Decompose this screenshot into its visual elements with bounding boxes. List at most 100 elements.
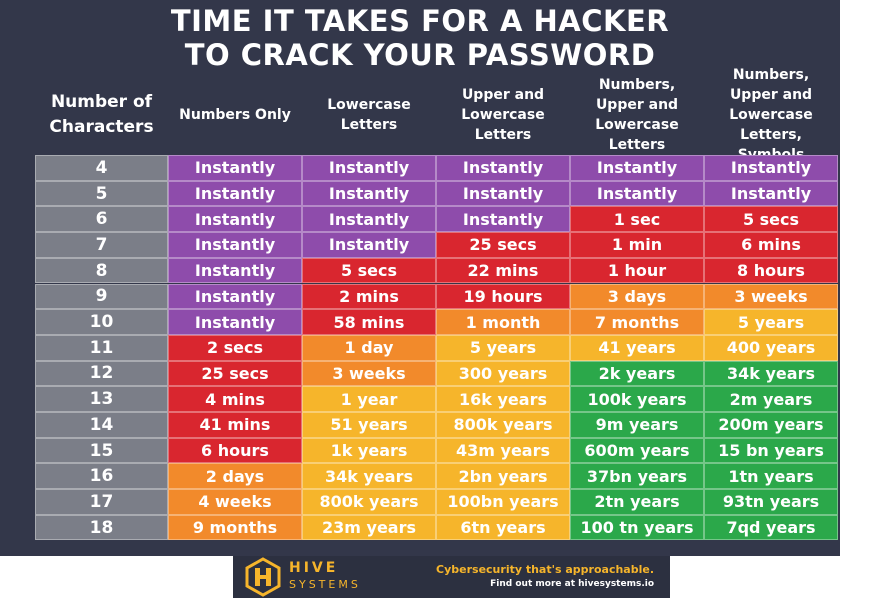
- row-label: 15: [35, 437, 168, 464]
- table-cell: 400 years: [704, 334, 838, 361]
- table-cell: 2bn years: [436, 463, 570, 490]
- tagline: Cybersecurity that's approachable.: [436, 563, 654, 576]
- table-cell: 100k years: [570, 386, 704, 412]
- table-cell: 43m years: [436, 437, 570, 464]
- table-cell: 6 hours: [168, 437, 302, 464]
- table-cell: 25 secs: [168, 360, 302, 387]
- table-cell: 3 weeks: [302, 360, 436, 387]
- table-cell: 34k years: [704, 360, 838, 387]
- table-cell: 2 days: [168, 463, 302, 490]
- table-cell: 34k years: [302, 463, 436, 490]
- table-cell: 37bn years: [570, 463, 704, 490]
- table-cell: Instantly: [570, 180, 704, 207]
- table-cell: Instantly: [168, 283, 302, 310]
- row-label: 8: [35, 257, 168, 284]
- column-header: Numbers Only: [179, 107, 291, 123]
- column-header: Numbers, Upper and Lowercase Letters: [595, 77, 679, 153]
- table-cell: 58 mins: [302, 309, 436, 335]
- table-cell: 19 hours: [436, 283, 570, 310]
- table-cell: 8 hours: [704, 257, 838, 284]
- row-label: 11: [35, 334, 168, 361]
- column-header: Upper and Lowercase Letters: [461, 87, 545, 143]
- table-cell: 41 years: [570, 334, 704, 361]
- table-cell: 4 mins: [168, 386, 302, 412]
- table-cell: 5 years: [436, 334, 570, 361]
- title-line: TIME IT TAKES FOR A HACKER: [170, 4, 670, 38]
- row-label: 7: [35, 232, 168, 258]
- table-cell: 15 bn years: [704, 437, 838, 464]
- table-cell: 800k years: [302, 489, 436, 515]
- table-cell: 9m years: [570, 412, 704, 438]
- table-cell: 1 day: [302, 334, 436, 361]
- table-cell: Instantly: [168, 309, 302, 335]
- row-label: 10: [35, 309, 168, 335]
- column-header: Lowercase Letters: [327, 97, 411, 133]
- table-cell: 22 mins: [436, 257, 570, 284]
- table-cell: Instantly: [302, 232, 436, 258]
- row-label: 4: [35, 155, 168, 181]
- table-cell: 16k years: [436, 386, 570, 412]
- table-cell: 800k years: [436, 412, 570, 438]
- table-cell: 1 min: [570, 232, 704, 258]
- row-label: 13: [35, 386, 168, 412]
- table-cell: Instantly: [168, 232, 302, 258]
- table-cell: 25 secs: [436, 232, 570, 258]
- title-line: TO CRACK YOUR PASSWORD: [184, 38, 656, 72]
- table-cell: 1k years: [302, 437, 436, 464]
- table-cell: 100bn years: [436, 489, 570, 515]
- table-cell: Instantly: [168, 206, 302, 233]
- table-cell: 200m years: [704, 412, 838, 438]
- table-cell: Instantly: [436, 155, 570, 181]
- table-cell: 1tn years: [704, 463, 838, 490]
- row-label: 12: [35, 360, 168, 387]
- table-cell: 100 tn years: [570, 514, 704, 541]
- table-cell: Instantly: [168, 180, 302, 207]
- table-cell: 51 years: [302, 412, 436, 438]
- row-label: 18: [35, 514, 168, 541]
- link: Find out more at hivesystems.io: [490, 579, 654, 589]
- column-header: Numbers, Upper and Lowercase Letters, Sy…: [729, 67, 813, 163]
- table-cell: Instantly: [302, 206, 436, 233]
- table-cell: 9 months: [168, 514, 302, 541]
- table-cell: Instantly: [570, 155, 704, 181]
- table-cell: 23m years: [302, 514, 436, 541]
- panel: TIME IT TAKES FOR A HACKER TO CRACK YOUR…: [0, 0, 840, 556]
- footer: HIVE SYSTEMS Cybersecurity that's approa…: [233, 556, 670, 598]
- table-cell: 1 hour: [570, 257, 704, 284]
- table-cell: 6tn years: [436, 514, 570, 541]
- table-cell: 41 mins: [168, 412, 302, 438]
- table-cell: 1 sec: [570, 206, 704, 233]
- table-cell: 2 mins: [302, 283, 436, 310]
- table-cell: 600m years: [570, 437, 704, 464]
- row-label: 5: [35, 180, 168, 207]
- column-header: Number of Characters: [49, 92, 154, 137]
- table-cell: 5 secs: [302, 257, 436, 284]
- table-cell: 3 days: [570, 283, 704, 310]
- table-cell: Instantly: [436, 180, 570, 207]
- table-cell: 2 secs: [168, 334, 302, 361]
- table-cell: Instantly: [168, 257, 302, 284]
- table-cell: 4 weeks: [168, 489, 302, 515]
- brand: SYSTEMS: [289, 578, 361, 591]
- table-cell: Instantly: [302, 180, 436, 207]
- table-cell: 2tn years: [570, 489, 704, 515]
- row-label: 9: [35, 283, 168, 310]
- table-cell: 5 years: [704, 309, 838, 335]
- brand: HIVE: [289, 560, 339, 576]
- table-cell: 2k years: [570, 360, 704, 387]
- table-cell: Instantly: [168, 155, 302, 181]
- table-cell: Instantly: [302, 155, 436, 181]
- row-label: 14: [35, 412, 168, 438]
- table-cell: 6 mins: [704, 232, 838, 258]
- logo-icon: [245, 557, 281, 597]
- row-label: 16: [35, 463, 168, 490]
- table-cell: Instantly: [704, 180, 838, 207]
- table-cell: Instantly: [436, 206, 570, 233]
- table-cell: 7 months: [570, 309, 704, 335]
- table-cell: 1 year: [302, 386, 436, 412]
- row-label: 6: [35, 206, 168, 233]
- row-label: 17: [35, 489, 168, 515]
- table-cell: 300 years: [436, 360, 570, 387]
- title: TIME IT TAKES FOR A HACKER TO CRACK YOUR…: [0, 4, 840, 72]
